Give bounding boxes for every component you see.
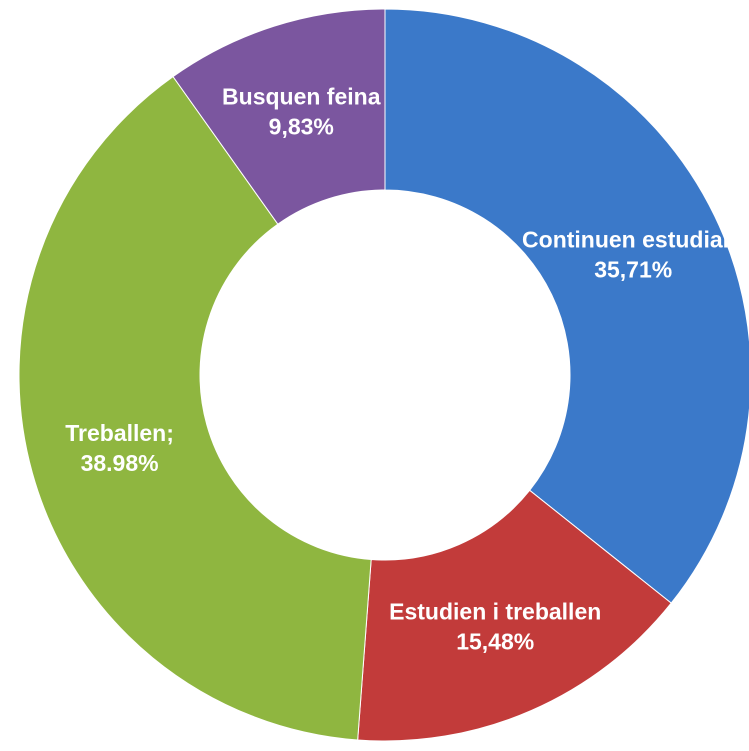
donut-slice xyxy=(384,8,749,604)
donut-slice xyxy=(357,489,672,742)
slice-label: Continuen estudiant xyxy=(522,227,745,253)
slice-label: Busquen feina xyxy=(222,84,381,110)
slice-value-label: 9,83% xyxy=(269,114,334,140)
slice-value-label: 15,48% xyxy=(456,629,534,655)
slice-value-label: 38.98% xyxy=(81,450,159,476)
donut-slice xyxy=(18,75,372,741)
slice-value-label: 35,71% xyxy=(594,257,672,283)
donut-slice xyxy=(172,8,386,225)
slice-label: Estudien i treballen xyxy=(389,599,601,625)
slice-label: Treballen; xyxy=(65,420,174,446)
